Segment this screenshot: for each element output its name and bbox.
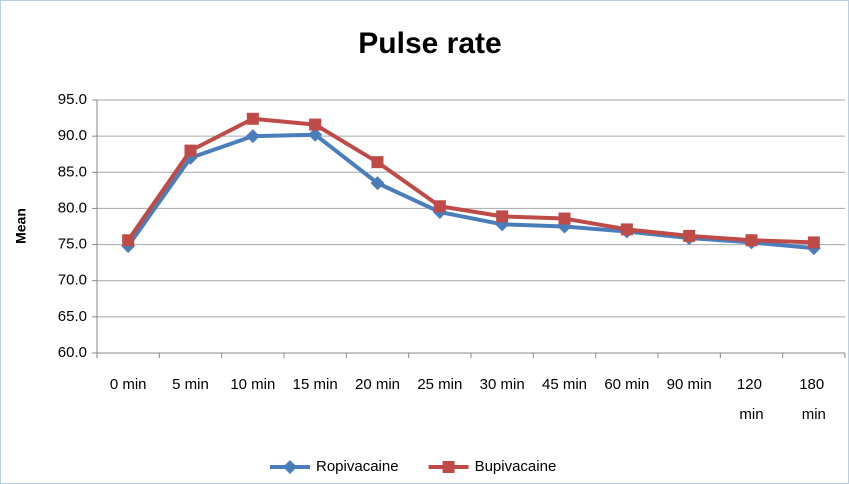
point [558, 212, 571, 225]
y-axis-label: Mean [13, 208, 29, 244]
x-tick-label: 180 min [799, 376, 828, 423]
x-tick-label: 45 min [542, 376, 587, 393]
point [246, 112, 259, 125]
x-tick-label: 30 min [480, 376, 525, 393]
point [683, 229, 696, 242]
y-tick-label: 60.0 [58, 344, 87, 361]
point [620, 223, 633, 236]
x-tick-label: 120 min [737, 376, 766, 423]
point [371, 156, 384, 169]
x-tick-label: 5 min [172, 376, 209, 393]
point [245, 129, 260, 144]
point [370, 176, 385, 191]
point [283, 460, 297, 474]
y-tick-label: 90.0 [58, 127, 87, 144]
x-tick-label: 25 min [417, 376, 462, 393]
x-tick-label: 90 min [667, 376, 712, 393]
point [309, 118, 322, 131]
x-tick-label: 15 min [293, 376, 338, 393]
point [184, 144, 197, 157]
y-tick-label: 70.0 [58, 272, 87, 289]
series-line [126, 116, 814, 245]
point [122, 234, 135, 247]
legend-label: Ropivacaine [316, 458, 399, 475]
y-tick-label: 75.0 [58, 236, 87, 253]
point [807, 236, 820, 249]
chart-title: Pulse rate [358, 27, 501, 60]
series-line [126, 132, 815, 251]
point [442, 461, 455, 473]
point [433, 200, 446, 213]
x-tick-label: 20 min [355, 376, 400, 393]
x-tick-label: 60 min [604, 376, 649, 393]
y-tick-label: 80.0 [58, 199, 87, 216]
y-tick-label: 85.0 [58, 163, 87, 180]
legend-label: Bupivacaine [475, 458, 557, 475]
point [496, 210, 509, 223]
legend: Ropivacaine Bupivacaine [270, 458, 556, 475]
y-tick-label: 95.0 [58, 91, 87, 108]
point [745, 234, 758, 247]
y-tick-label: 65.0 [58, 308, 87, 325]
x-tick-label: 0 min [110, 376, 147, 393]
point [308, 127, 323, 142]
x-tick-label: 10 min [230, 376, 275, 393]
